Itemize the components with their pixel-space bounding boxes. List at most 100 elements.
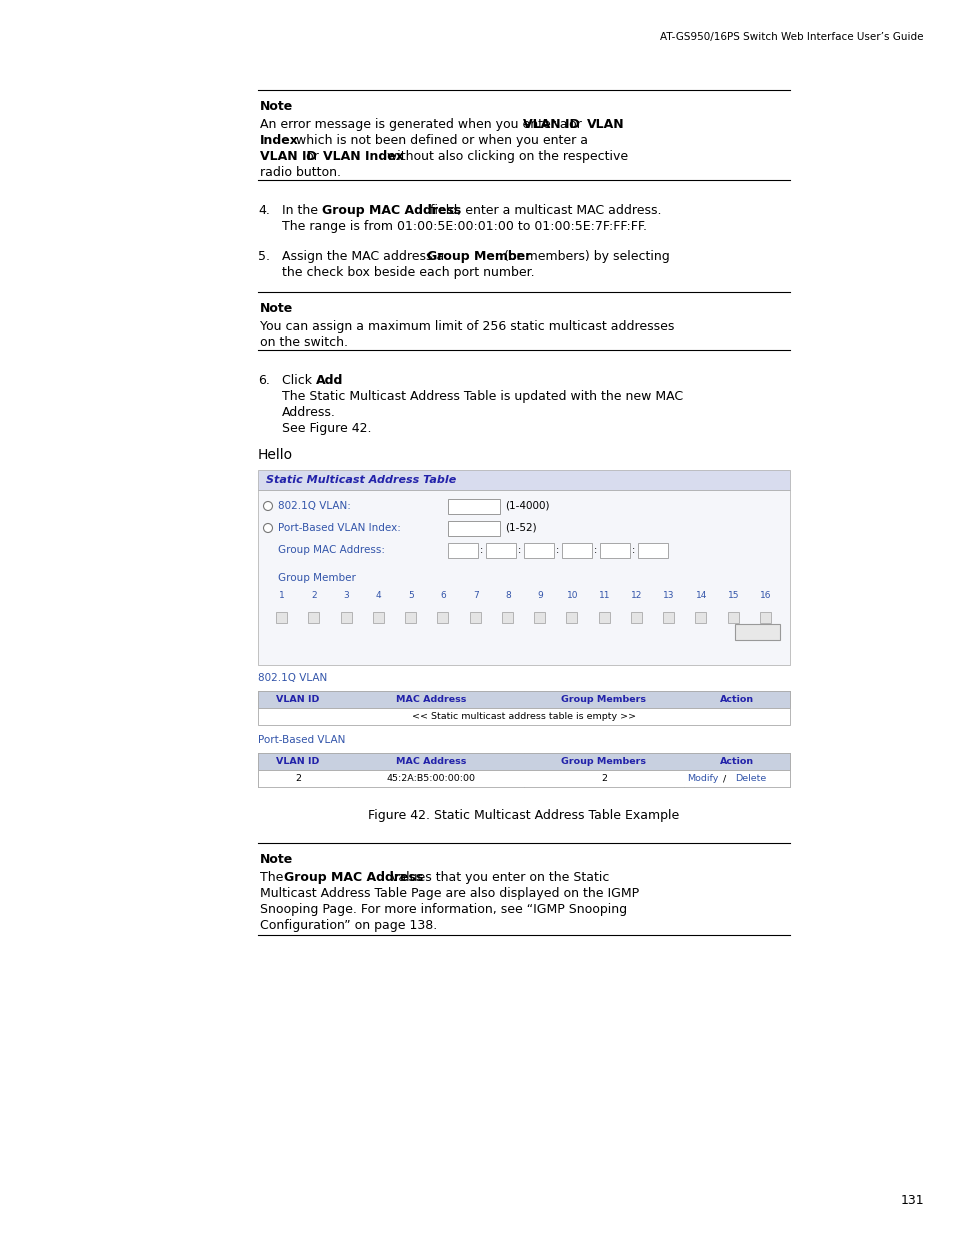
FancyBboxPatch shape	[257, 769, 789, 787]
Text: In the: In the	[282, 204, 322, 217]
Text: You can assign a maximum limit of 256 static multicast addresses: You can assign a maximum limit of 256 st…	[260, 320, 674, 333]
Text: Delete: Delete	[734, 774, 765, 783]
FancyBboxPatch shape	[340, 613, 352, 622]
Text: 45:2A:B5:00:00:00: 45:2A:B5:00:00:00	[386, 774, 475, 783]
Text: without also clicking on the respective: without also clicking on the respective	[382, 149, 627, 163]
FancyBboxPatch shape	[448, 521, 499, 536]
Text: An error message is generated when you enter a: An error message is generated when you e…	[260, 119, 571, 131]
Text: VLAN ID: VLAN ID	[522, 119, 579, 131]
Text: on the switch.: on the switch.	[260, 336, 348, 350]
Text: 5.: 5.	[257, 249, 270, 263]
Text: 8: 8	[504, 592, 510, 600]
Text: 3: 3	[343, 592, 349, 600]
Text: 802.1Q VLAN: 802.1Q VLAN	[257, 673, 327, 683]
Text: VLAN ID: VLAN ID	[260, 149, 316, 163]
Text: Multicast Address Table Page are also displayed on the IGMP: Multicast Address Table Page are also di…	[260, 887, 639, 900]
FancyBboxPatch shape	[523, 543, 554, 558]
Text: Hello: Hello	[257, 448, 293, 462]
Text: 4: 4	[375, 592, 381, 600]
FancyBboxPatch shape	[257, 490, 789, 664]
Text: MAC Address: MAC Address	[395, 757, 466, 766]
Text: :: :	[631, 545, 635, 555]
Text: 131: 131	[900, 1194, 923, 1207]
Text: Group MAC Address:: Group MAC Address:	[277, 545, 385, 555]
Text: AT-GS950/16PS Switch Web Interface User’s Guide: AT-GS950/16PS Switch Web Interface User’…	[659, 32, 923, 42]
FancyBboxPatch shape	[534, 613, 544, 622]
Text: (or members) by selecting: (or members) by selecting	[499, 249, 669, 263]
Text: Note: Note	[260, 303, 293, 315]
FancyBboxPatch shape	[630, 613, 641, 622]
FancyBboxPatch shape	[662, 613, 674, 622]
Text: 1: 1	[279, 592, 285, 600]
Text: or: or	[564, 119, 585, 131]
FancyBboxPatch shape	[275, 613, 287, 622]
Text: MAC Address: MAC Address	[395, 695, 466, 704]
Text: 802.1Q VLAN:: 802.1Q VLAN:	[277, 501, 351, 511]
FancyBboxPatch shape	[373, 613, 383, 622]
FancyBboxPatch shape	[485, 543, 516, 558]
Circle shape	[263, 524, 273, 532]
Text: radio button.: radio button.	[260, 165, 340, 179]
Text: Group MAC Address: Group MAC Address	[322, 204, 460, 217]
Text: Note: Note	[260, 853, 293, 866]
Text: 6: 6	[440, 592, 446, 600]
Text: /: /	[720, 774, 728, 783]
Circle shape	[263, 501, 273, 510]
Text: (1-52): (1-52)	[504, 522, 536, 534]
Text: Note: Note	[260, 100, 293, 112]
Text: 6.: 6.	[257, 374, 270, 387]
Text: 12: 12	[631, 592, 642, 600]
Text: 9: 9	[537, 592, 542, 600]
Text: Port-Based VLAN Index:: Port-Based VLAN Index:	[277, 522, 400, 534]
Text: 16: 16	[760, 592, 771, 600]
FancyBboxPatch shape	[598, 613, 609, 622]
Text: Snooping Page. For more information, see “IGMP Snooping: Snooping Page. For more information, see…	[260, 903, 626, 916]
Text: Action: Action	[719, 695, 753, 704]
Text: 11: 11	[598, 592, 610, 600]
Text: The range is from 01:00:5E:00:01:00 to 01:00:5E:7F:FF:FF.: The range is from 01:00:5E:00:01:00 to 0…	[282, 220, 646, 233]
Text: Index: Index	[260, 135, 298, 147]
FancyBboxPatch shape	[566, 613, 577, 622]
Text: Port-Based VLAN: Port-Based VLAN	[257, 735, 345, 745]
FancyBboxPatch shape	[760, 613, 770, 622]
Text: Apply: Apply	[742, 627, 770, 637]
Text: :: :	[556, 545, 558, 555]
FancyBboxPatch shape	[448, 499, 499, 514]
Text: 14: 14	[695, 592, 706, 600]
Text: Group Member: Group Member	[427, 249, 531, 263]
FancyBboxPatch shape	[257, 471, 789, 490]
Text: Static Multicast Address Table: Static Multicast Address Table	[266, 475, 456, 485]
Text: 4.: 4.	[257, 204, 270, 217]
Text: Configuration” on page 138.: Configuration” on page 138.	[260, 919, 436, 932]
FancyBboxPatch shape	[501, 613, 513, 622]
Text: Figure 42. Static Multicast Address Table Example: Figure 42. Static Multicast Address Tabl…	[368, 809, 679, 823]
Text: Group Member: Group Member	[277, 573, 355, 583]
Text: The: The	[260, 871, 287, 884]
Text: :: :	[517, 545, 520, 555]
Text: Modify: Modify	[687, 774, 718, 783]
FancyBboxPatch shape	[257, 708, 789, 725]
Text: :: :	[479, 545, 483, 555]
FancyBboxPatch shape	[308, 613, 319, 622]
Text: The Static Multicast Address Table is updated with the new MAC: The Static Multicast Address Table is up…	[282, 390, 682, 403]
FancyBboxPatch shape	[405, 613, 416, 622]
FancyBboxPatch shape	[561, 543, 592, 558]
Text: the check box beside each port number.: the check box beside each port number.	[282, 266, 534, 279]
Text: See Figure 42.: See Figure 42.	[282, 422, 371, 435]
Text: 2: 2	[312, 592, 316, 600]
Text: 5: 5	[408, 592, 414, 600]
FancyBboxPatch shape	[695, 613, 705, 622]
Text: values that you enter on the Static: values that you enter on the Static	[387, 871, 609, 884]
Text: 10: 10	[566, 592, 578, 600]
Text: (1-4000): (1-4000)	[504, 501, 549, 511]
Text: or: or	[302, 149, 322, 163]
FancyBboxPatch shape	[638, 543, 667, 558]
Text: << Static multicast address table is empty >>: << Static multicast address table is emp…	[412, 713, 636, 721]
Text: Action: Action	[719, 757, 753, 766]
FancyBboxPatch shape	[257, 692, 789, 708]
Text: VLAN ID: VLAN ID	[276, 757, 319, 766]
Text: Group Members: Group Members	[560, 757, 645, 766]
Text: Group MAC Address: Group MAC Address	[284, 871, 423, 884]
Text: :: :	[594, 545, 597, 555]
FancyBboxPatch shape	[599, 543, 629, 558]
